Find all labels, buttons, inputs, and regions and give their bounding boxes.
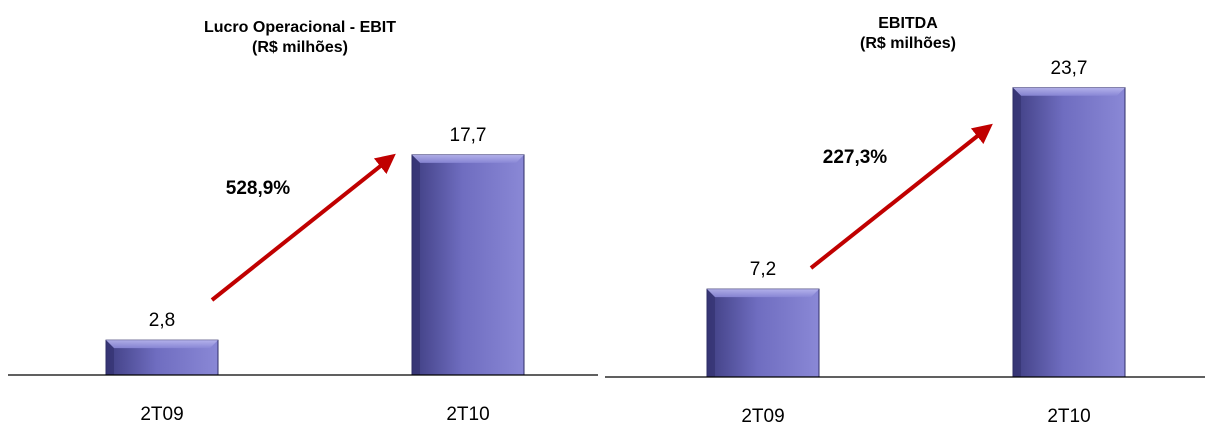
ebitda-chart-title-block: EBITDA (R$ milhões) <box>605 14 1211 54</box>
bar-2t10 <box>411 154 525 376</box>
value-label-2t09: 7,2 <box>750 259 776 280</box>
value-label-2t10: 17,7 <box>450 125 487 146</box>
bar-2t10 <box>1012 87 1126 378</box>
ebitda-chart: EBITDA (R$ milhões) 7,2 2T09 23,7 2T10 227,3… <box>605 0 1211 423</box>
ebitda-chart-subtitle: (R$ milhões) <box>859 35 956 52</box>
growth-arrow <box>809 123 993 270</box>
category-label-2t09: 2T09 <box>140 404 183 423</box>
category-label-2t10: 2T10 <box>446 404 489 423</box>
ebit-chart: Lucro Operacional - EBIT (R$ milhões) 2,… <box>0 0 600 423</box>
growth-percentage-label: 227,3% <box>823 147 888 168</box>
value-label-2t09: 2,8 <box>149 310 175 331</box>
category-label-2t09: 2T09 <box>741 406 784 423</box>
bar-2t09 <box>706 288 820 378</box>
value-label-2t10: 23,7 <box>1051 58 1088 79</box>
category-label-2t10: 2T10 <box>1047 406 1090 423</box>
growth-percentage-label: 528,9% <box>226 178 291 199</box>
growth-arrow <box>210 153 396 302</box>
ebit-chart-subtitle: (R$ milhões) <box>251 39 348 56</box>
ebitda-chart-title: EBITDA <box>878 15 938 32</box>
bar-2t09 <box>105 339 219 376</box>
ebit-chart-plot: 2,8 2T09 17,7 2T10 528,9% <box>8 125 598 423</box>
ebitda-chart-plot: 7,2 2T09 23,7 2T10 227,3% <box>605 58 1205 423</box>
ebit-chart-title-block: Lucro Operacional - EBIT (R$ milhões) <box>0 18 600 58</box>
ebit-chart-title: Lucro Operacional - EBIT <box>203 19 397 36</box>
